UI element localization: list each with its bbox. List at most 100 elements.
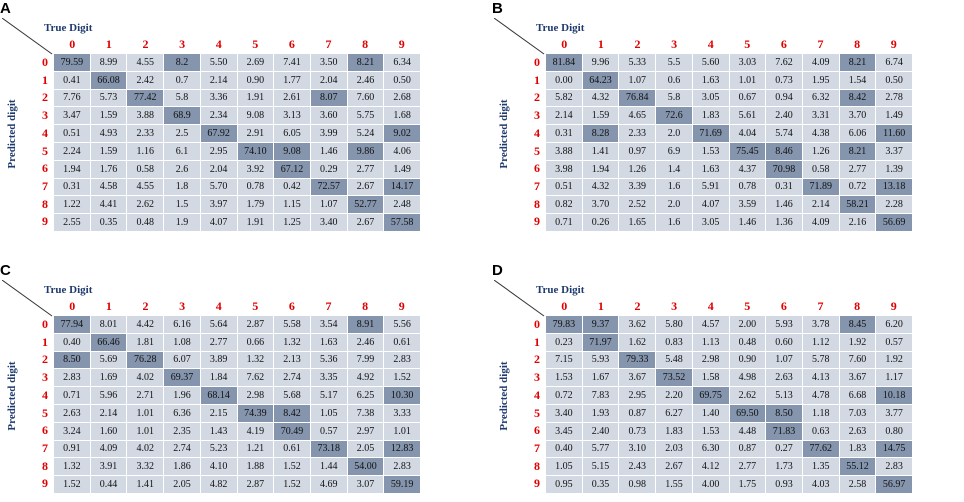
matrix-cell: 0.80 <box>876 422 912 440</box>
matrix-cell: 1.35 <box>802 458 839 476</box>
matrix-panel-a: A True Digit Predicted digit 0 1 2 3 4 5 6 7 8 9 0 1 2 3… <box>0 0 470 240</box>
matrix-cell: 3.97 <box>200 196 237 214</box>
column-header-9: 9 <box>890 37 897 51</box>
matrix-cell: 6.34 <box>384 54 420 71</box>
matrix-cell: 2.0 <box>656 196 692 214</box>
matrix-cell: 1.6 <box>656 214 692 231</box>
matrix-cell: 3.31 <box>802 107 839 125</box>
confusion-matrix-grid: 77.94 8.01 4.42 6.16 5.64 2.87 5.58 3.54 8.91 5.5… <box>54 316 420 493</box>
matrix-cell: 2.04 <box>200 160 237 178</box>
row-header-2: 2 <box>42 352 48 367</box>
matrix-cell: 1.92 <box>876 351 912 369</box>
row-header-6: 6 <box>534 161 540 176</box>
column-header-2: 2 <box>634 299 641 313</box>
matrix-cell: 6.1 <box>164 142 200 160</box>
matrix-cell: 0.63 <box>802 422 839 440</box>
matrix-cell: 4.32 <box>582 178 619 196</box>
matrix-cell: 2.63 <box>766 369 802 387</box>
matrix-cell: 0.91 <box>54 440 90 458</box>
matrix-cell: 73.18 <box>310 440 347 458</box>
matrix-cell: 1.77 <box>274 71 310 89</box>
matrix-cell: 2.62 <box>729 387 766 404</box>
matrix-cell: 72.57 <box>310 178 347 196</box>
matrix-cell: 2.24 <box>54 142 90 160</box>
matrix-cell: 4.04 <box>729 125 766 142</box>
matrix-cell: 57.58 <box>384 214 420 231</box>
row-header-1: 1 <box>534 334 540 349</box>
matrix-cell: 4.82 <box>200 476 237 493</box>
matrix-cell: 6.25 <box>347 387 384 404</box>
matrix-cell: 1.12 <box>802 333 839 351</box>
matrix-cell: 1.73 <box>766 458 802 476</box>
row-header-8: 8 <box>42 196 48 211</box>
matrix-cell: 5.82 <box>546 89 582 107</box>
row-header-2: 2 <box>534 90 540 105</box>
matrix-cell: 2.52 <box>619 196 656 214</box>
matrix-cell: 1.39 <box>876 160 912 178</box>
column-header-7: 7 <box>325 37 332 51</box>
row-header-7: 7 <box>534 440 540 455</box>
column-header-8: 8 <box>362 299 369 313</box>
matrix-cell: 0.40 <box>54 333 90 351</box>
matrix-cell: 1.94 <box>54 160 90 178</box>
matrix-cell: 2.0 <box>656 125 692 142</box>
matrix-cell: 9.37 <box>582 316 619 333</box>
matrix-cell: 1.5 <box>164 196 200 214</box>
matrix-cell: 0.6 <box>656 71 692 89</box>
matrix-cell: 8.91 <box>347 316 384 333</box>
row-header-0: 0 <box>534 317 540 331</box>
matrix-cell: 2.46 <box>347 71 384 89</box>
matrix-cell: 1.32 <box>54 458 90 476</box>
matrix-cell: 1.76 <box>90 160 127 178</box>
panel-letter: B <box>492 0 503 17</box>
matrix-cell: 66.08 <box>90 71 127 89</box>
matrix-cell: 1.07 <box>766 351 802 369</box>
matrix-cell: 5.80 <box>656 316 692 333</box>
matrix-panel-d: D True Digit Predicted digit 0 1 2 3 4 5 6 7 8 9 0 1 2 3… <box>492 262 962 502</box>
matrix-cell: 0.98 <box>619 476 656 493</box>
matrix-cell: 1.15 <box>274 196 310 214</box>
row-header-2: 2 <box>534 352 540 367</box>
matrix-cell: 3.07 <box>347 476 384 493</box>
matrix-cell: 2.14 <box>546 107 582 125</box>
matrix-cell: 8.01 <box>90 316 127 333</box>
matrix-cell: 2.03 <box>656 440 692 458</box>
matrix-cell: 69.50 <box>729 404 766 422</box>
matrix-cell: 0.23 <box>546 333 582 351</box>
matrix-cell: 1.6 <box>656 178 692 196</box>
column-header-2: 2 <box>142 299 149 313</box>
matrix-cell: 4.93 <box>90 125 127 142</box>
header-diagonal-line <box>494 18 545 55</box>
matrix-cell: 2.98 <box>237 387 274 404</box>
matrix-cell: 5.48 <box>656 351 692 369</box>
matrix-cell: 0.73 <box>766 71 802 89</box>
matrix-cell: 1.68 <box>384 107 420 125</box>
matrix-cell: 4.42 <box>127 316 164 333</box>
matrix-cell: 8.2 <box>164 54 200 71</box>
matrix-cell: 5.15 <box>582 458 619 476</box>
row-header-7: 7 <box>534 178 540 193</box>
matrix-cell: 3.59 <box>729 196 766 214</box>
column-header-5: 5 <box>252 37 259 51</box>
matrix-cell: 0.41 <box>54 71 90 89</box>
matrix-cell: 1.53 <box>692 422 729 440</box>
matrix-cell: 0.61 <box>274 440 310 458</box>
matrix-cell: 1.32 <box>274 333 310 351</box>
matrix-cell: 2.91 <box>237 125 274 142</box>
matrix-cell: 2.14 <box>90 404 127 422</box>
matrix-cell: 4.78 <box>802 387 839 404</box>
matrix-cell: 5.17 <box>310 387 347 404</box>
column-header-4: 4 <box>215 299 222 313</box>
matrix-cell: 8.07 <box>310 89 347 107</box>
matrix-cell: 2.46 <box>347 333 384 351</box>
matrix-cell: 2.6 <box>164 160 200 178</box>
matrix-cell: 5.96 <box>90 387 127 404</box>
matrix-cell: 0.35 <box>582 476 619 493</box>
matrix-cell: 1.46 <box>729 214 766 231</box>
matrix-cell: 2.15 <box>200 404 237 422</box>
matrix-cell: 2.43 <box>619 458 656 476</box>
matrix-cell: 2.40 <box>582 422 619 440</box>
matrix-cell: 5.23 <box>200 440 237 458</box>
matrix-cell: 8.50 <box>54 351 90 369</box>
header-diagonal-line <box>494 280 545 317</box>
